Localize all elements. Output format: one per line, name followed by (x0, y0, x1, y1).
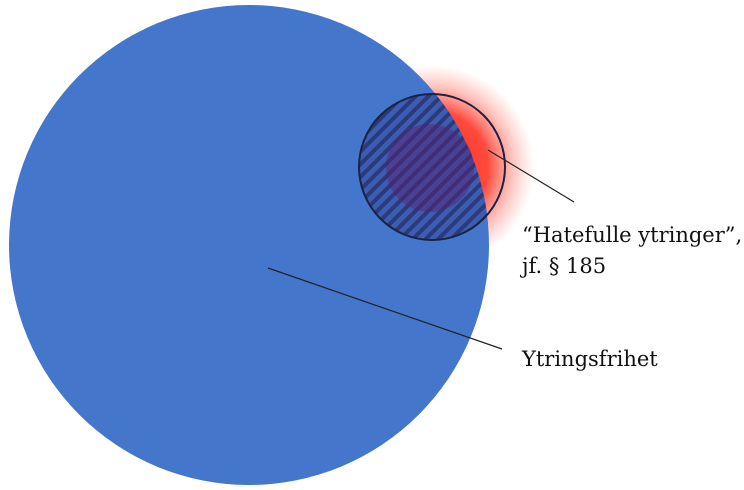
hateful-speech-label-line1: “Hatefulle ytringer”, (522, 223, 743, 247)
freedom-circle (9, 5, 489, 485)
freedom-leader-line (267, 267, 503, 350)
hateful-speech-label: “Hatefulle ytringer”, jf. § 185 (522, 220, 742, 282)
freedom-label: Ytringsfrihet (522, 347, 658, 371)
hateful-leader-line (487, 149, 575, 203)
hateful-speech-label-line2: jf. § 185 (522, 254, 607, 278)
hateful-speech-circle (358, 93, 506, 241)
